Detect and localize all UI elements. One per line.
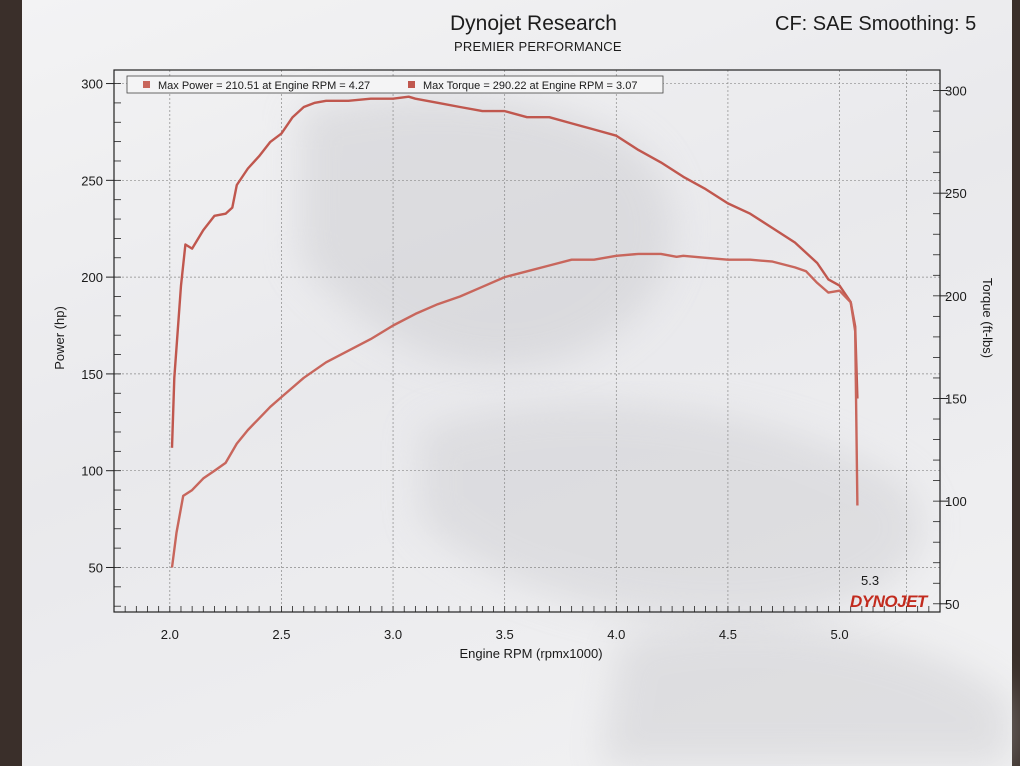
power-curve bbox=[170, 252, 859, 568]
x-tick-label: 2.0 bbox=[161, 627, 179, 642]
y2-tick-label: 150 bbox=[945, 391, 967, 406]
x-axis-ticks: 2.0 2.5 3.0 3.5 4.0 4.5 5.0 bbox=[161, 627, 849, 642]
y2-tick-label: 100 bbox=[945, 494, 967, 509]
dynojet-logo: DYNOJET bbox=[850, 592, 929, 611]
legend-swatch-power bbox=[143, 81, 150, 88]
y2-tick-label: 300 bbox=[945, 84, 967, 99]
minor-ticks bbox=[114, 83, 940, 612]
x-tick-label: 4.0 bbox=[607, 627, 625, 642]
y-tick-label: 250 bbox=[81, 173, 103, 188]
series-lines bbox=[170, 95, 859, 568]
legend-swatch-torque bbox=[408, 81, 415, 88]
y-tick-label: 50 bbox=[89, 560, 103, 575]
legend: Max Power = 210.51 at Engine RPM = 4.27 … bbox=[126, 75, 664, 94]
grid-lines bbox=[114, 70, 940, 612]
x-tick-label: 3.0 bbox=[384, 627, 402, 642]
report-subtitle: PREMIER PERFORMANCE bbox=[454, 39, 622, 54]
y2-tick-label: 250 bbox=[945, 186, 967, 201]
x-tick-label: 2.5 bbox=[272, 627, 290, 642]
y-tick-label: 200 bbox=[81, 270, 103, 285]
y-axis-right-ticks: 50 100 150 200 250 300 bbox=[940, 84, 967, 612]
x-tick-label: 4.5 bbox=[719, 627, 737, 642]
x-tick-label: 5.0 bbox=[831, 627, 849, 642]
x-axis-label: Engine RPM (rpmx1000) bbox=[459, 646, 602, 661]
y-tick-label: 100 bbox=[81, 464, 103, 479]
legend-entry-power: Max Power = 210.51 at Engine RPM = 4.27 bbox=[158, 80, 370, 92]
y2-tick-label: 50 bbox=[945, 597, 959, 612]
y-axis-left-ticks: 50 100 150 200 250 300 bbox=[81, 77, 114, 575]
y-tick-label: 300 bbox=[81, 77, 103, 92]
y-axis-right-label: Torque (ft-lbs) bbox=[980, 278, 995, 358]
correction-smoothing-label: CF: SAE Smoothing: 5 bbox=[775, 13, 977, 35]
plot-frame bbox=[113, 69, 941, 613]
legend-entry-torque: Max Torque = 290.22 at Engine RPM = 3.07 bbox=[423, 80, 637, 92]
y-tick-label: 150 bbox=[81, 367, 103, 382]
end-rpm-annotation: 5.3 bbox=[861, 573, 879, 588]
y2-tick-label: 200 bbox=[945, 289, 967, 304]
torque-curve bbox=[170, 95, 859, 448]
legend-box bbox=[126, 75, 664, 94]
x-tick-label: 3.5 bbox=[496, 627, 514, 642]
y-axis-left-label: Power (hp) bbox=[52, 306, 67, 370]
report-title: Dynojet Research bbox=[450, 12, 617, 35]
